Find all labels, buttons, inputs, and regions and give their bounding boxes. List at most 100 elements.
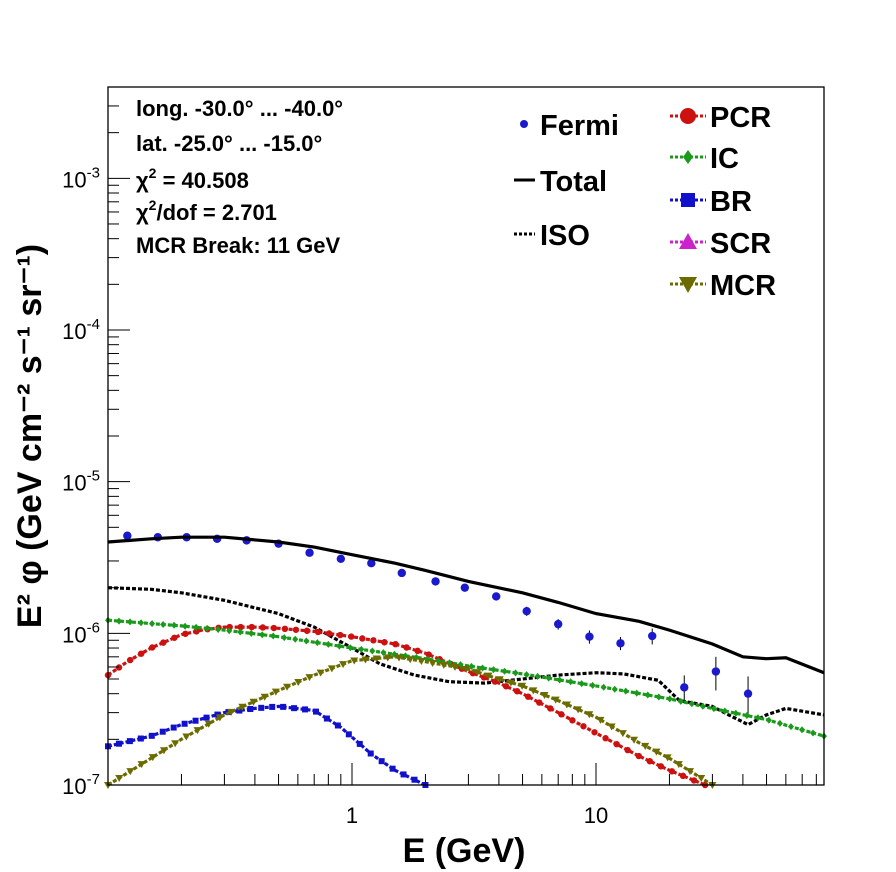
mcr-marker [372,655,381,663]
ic-marker [314,639,321,647]
pcr-marker [624,746,631,754]
mcr-marker [305,674,314,682]
mcr-marker [529,687,538,695]
fermi-point [711,667,721,676]
mcr-marker [294,678,303,686]
ic-marker [523,671,530,679]
pcr-marker [602,735,609,742]
ic-marker [204,624,211,632]
ic-marker [534,672,541,680]
fermi-point [336,554,346,564]
pcr-marker [270,624,278,632]
mcr-marker [596,716,605,724]
chi-exp: 2 [149,165,157,181]
legend-mcr-marker [679,277,697,293]
ic-marker [193,623,200,631]
ic-marker [358,645,365,653]
mcr-marker [126,768,135,776]
legend-ic-label: IC [710,143,739,175]
ic-marker [512,669,519,677]
fermi-point [397,568,406,578]
ic-marker [567,678,574,686]
mcr-marker [518,682,527,690]
pcr-marker [569,717,576,724]
legend-iso-label: ISO [540,220,590,252]
mcr-marker [204,720,213,728]
ic-marker [578,680,585,688]
mcr-marker [350,657,359,665]
pcr-marker [137,650,145,657]
ic-marker [611,685,618,693]
mcr-marker [663,754,672,762]
br-marker [367,750,374,757]
pcr-marker [303,627,311,634]
ic-marker [732,709,739,717]
chi-symbol: χ [136,168,149,193]
total-curve [107,535,825,675]
mcr-marker [249,698,258,706]
br-marker [345,731,352,738]
ic-marker [644,691,651,699]
info-mcr-break: MCR Break: 11 GeV [136,233,341,258]
ic-marker [633,689,640,697]
br-marker [356,740,363,747]
mcr-marker [652,748,661,756]
ic-marker [688,700,695,708]
mcr-marker [551,696,560,704]
pcr-marker [536,699,543,706]
legend-ic-marker [683,150,693,164]
ic-marker [479,664,486,672]
br-marker [236,707,243,714]
ic-marker [600,683,607,691]
mcr-marker [260,693,269,701]
mcr-marker [607,723,616,731]
y-tick-label: 10-6 [62,619,100,647]
ic-marker [446,659,453,667]
plot-frame [107,86,825,786]
ic-marker [457,661,464,669]
ic-marker [655,693,662,701]
pcr-marker [580,723,587,730]
ic-marker [699,702,706,710]
ic-marker [787,723,794,731]
mcr-marker [395,654,404,662]
fermi-point [553,619,563,629]
ic-marker [127,618,134,626]
mcr-marker [618,730,627,738]
legend-scr-marker [679,233,697,249]
pcr-marker [337,631,344,639]
mcr-marker [339,661,348,669]
pcr-marker [392,640,399,648]
br-marker [411,776,418,783]
fermi-point [367,558,376,568]
chi2-value: = 40.508 [156,168,248,193]
br-marker [115,740,122,747]
legend-fermi-marker [520,120,528,128]
mcr-marker [439,661,448,669]
pcr-marker [160,639,167,646]
y-tick-label: 10-3 [62,164,100,192]
ic-marker [116,617,123,625]
chi-symbol-2: χ [136,200,149,225]
br-marker [247,706,254,713]
mcr-marker [462,665,471,673]
legend-br-label: BR [710,186,752,218]
pcr-marker [491,678,499,685]
pcr-marker [314,628,322,636]
info-longitude: long. -30.0° ... -40.0° [136,96,343,121]
ic-marker [138,619,145,627]
pcr-marker [635,752,642,760]
y-tick-label: 10-7 [62,771,100,799]
mcr-marker [159,747,168,755]
fermi-point [492,592,501,601]
mcr-marker [327,665,336,673]
ic-marker [248,629,255,637]
mcr-marker [686,768,695,776]
pcr-marker [115,664,123,671]
mcr-marker [193,727,202,735]
legend-pcr-label: PCR [710,102,771,134]
pcr-marker [668,768,676,775]
legend-fermi-label: Fermi [540,110,619,142]
pcr-marker [591,729,598,736]
chi2-dof-value: /dof = 2.701 [156,200,276,225]
